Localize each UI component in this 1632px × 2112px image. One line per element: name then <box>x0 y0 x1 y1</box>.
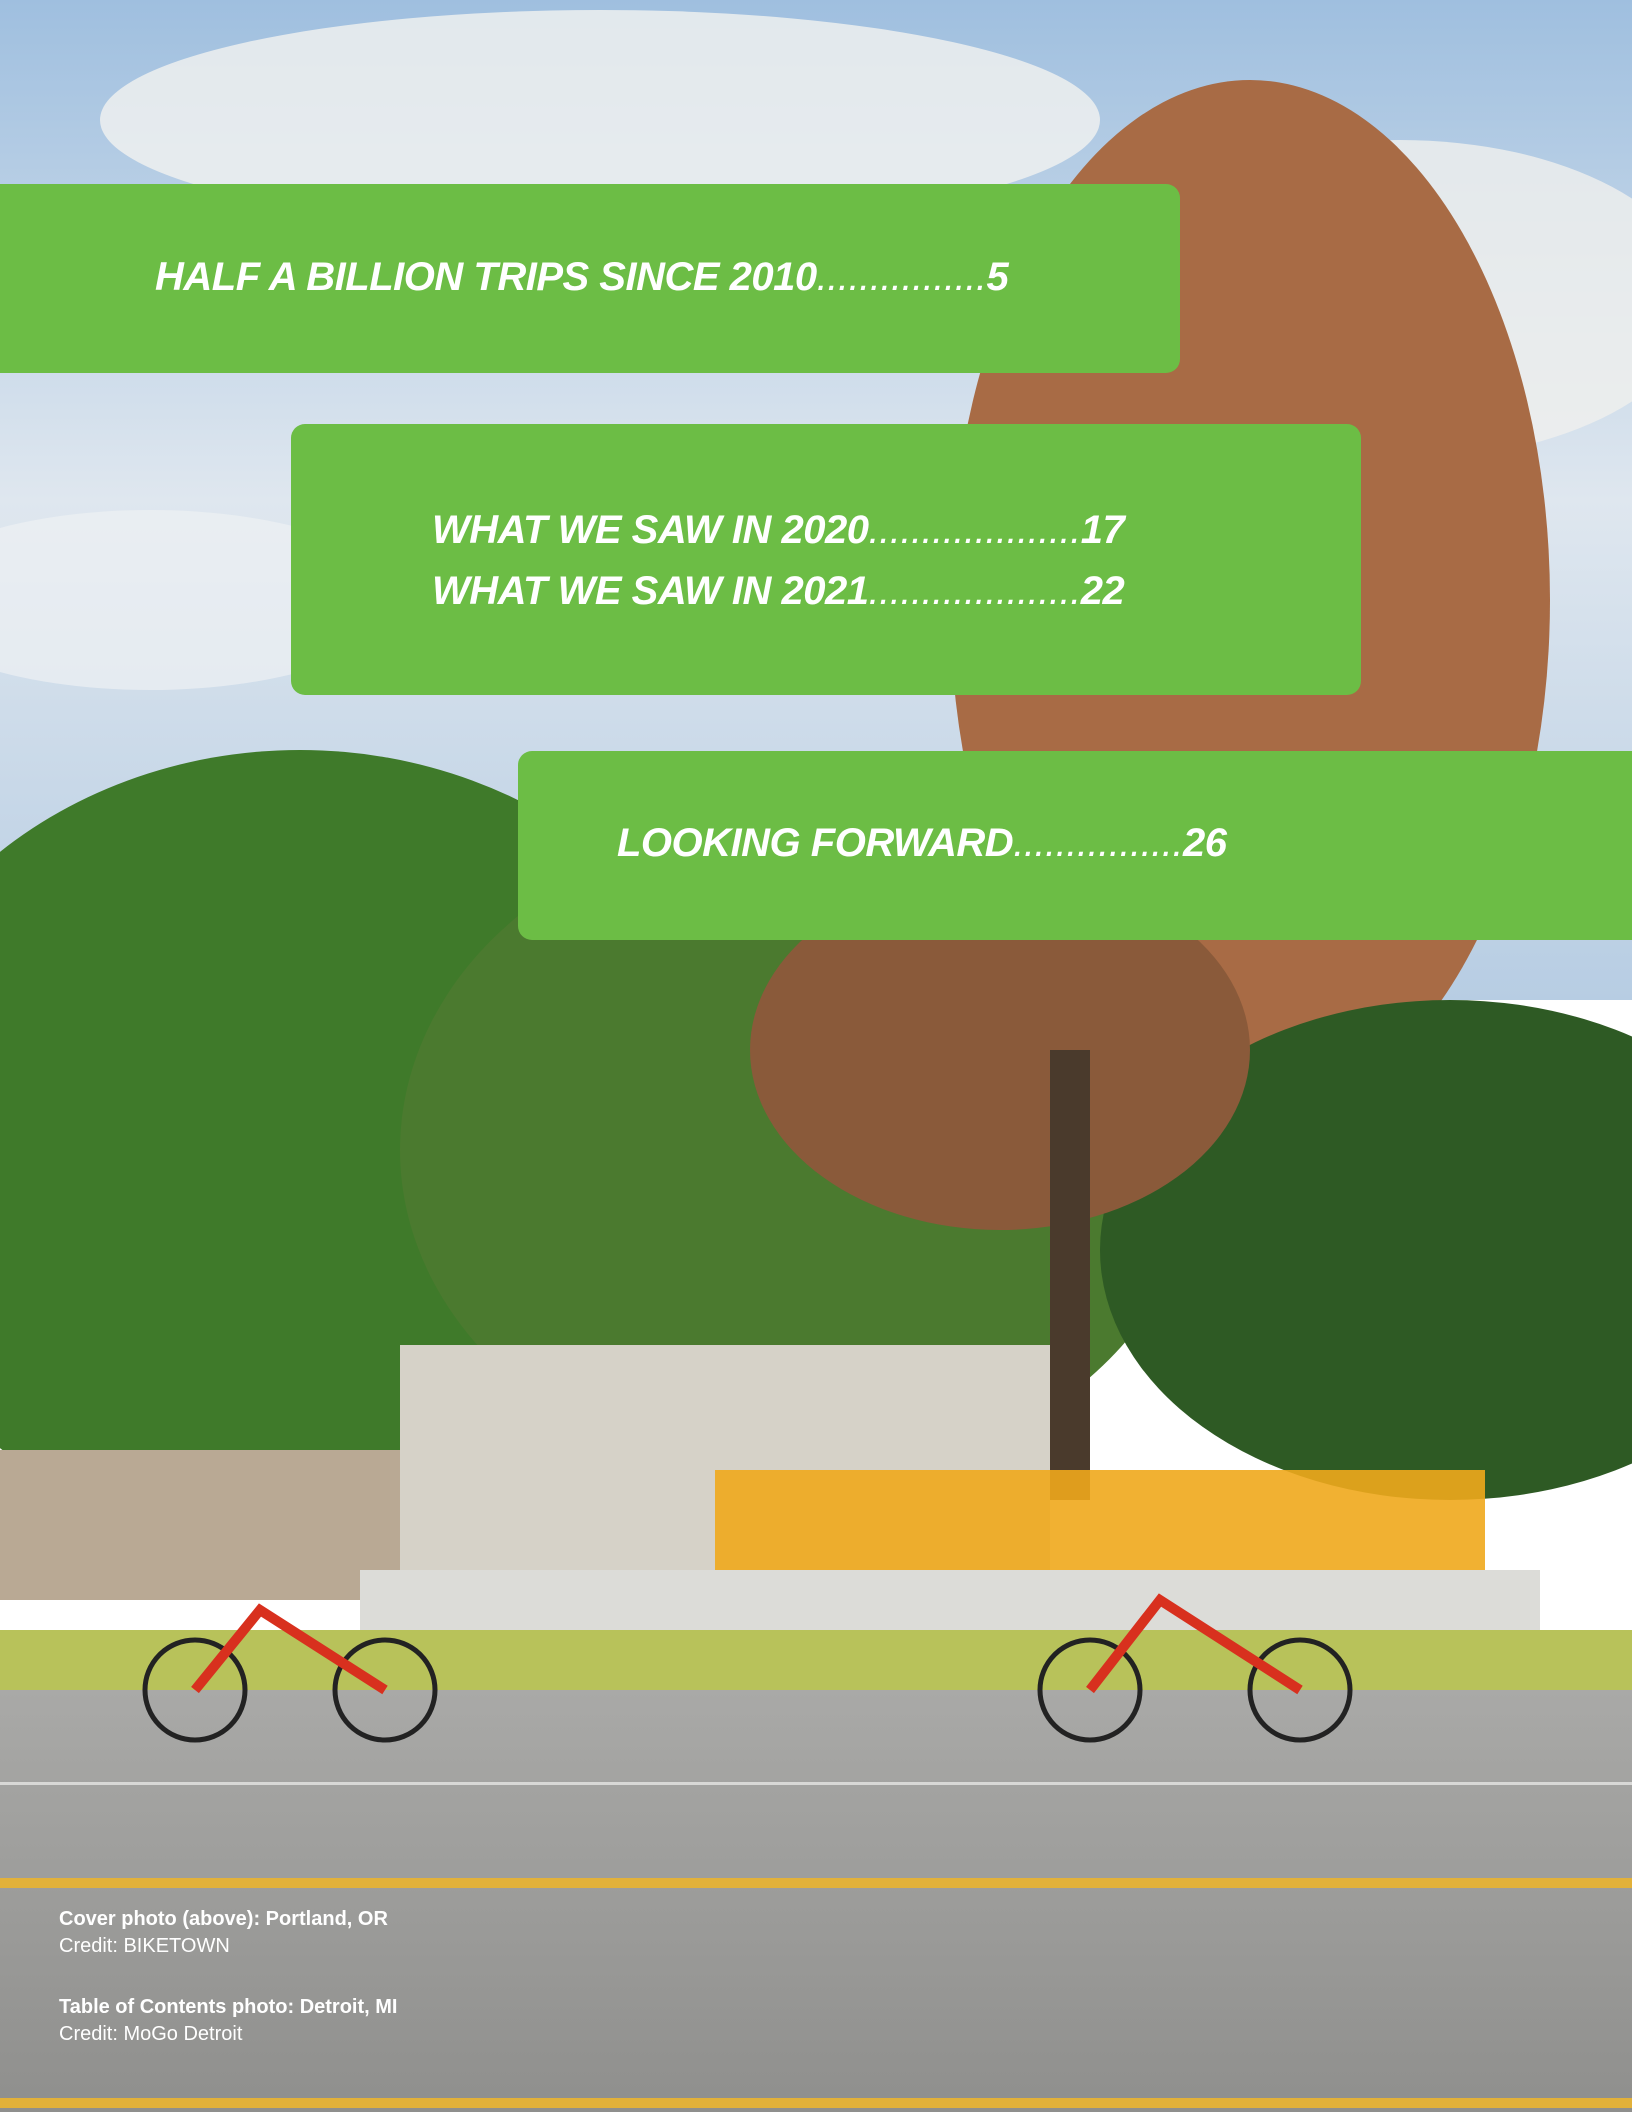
toc-title: WHAT WE SAW IN 2021 <box>432 569 869 613</box>
toc-entry[interactable]: WHAT WE SAW IN 2021....................2… <box>432 569 1125 614</box>
toc-leader: ................ <box>816 255 987 299</box>
toc-page: 26 <box>1183 821 1227 865</box>
photo-caption: Cover photo (above): Portland, OR <box>59 1908 388 1930</box>
toc-box <box>291 424 1361 695</box>
toc-entry[interactable]: LOOKING FORWARD................26 <box>617 821 1227 866</box>
toc-title: WHAT WE SAW IN 2020 <box>432 508 869 552</box>
photo-credit: Credit: BIKETOWN <box>59 1935 230 1957</box>
toc-leader: .................... <box>868 508 1081 552</box>
toc-leader: ................ <box>1013 821 1184 865</box>
toc-leader: .................... <box>868 569 1081 613</box>
toc-page: 22 <box>1080 569 1125 613</box>
toc-box <box>0 184 1180 373</box>
toc-title: HALF A BILLION TRIPS SINCE 2010 <box>155 255 817 299</box>
toc-title: LOOKING FORWARD <box>617 821 1014 865</box>
toc-page: 17 <box>1080 508 1125 552</box>
toc-entry[interactable]: WHAT WE SAW IN 2020....................1… <box>432 508 1125 553</box>
toc-box <box>518 751 1632 940</box>
toc-page: 5 <box>986 255 1009 299</box>
photo-caption: Table of Contents photo: Detroit, MI <box>59 1996 398 2018</box>
photo-credit: Credit: MoGo Detroit <box>59 2023 243 2045</box>
toc-entry[interactable]: HALF A BILLION TRIPS SINCE 2010.........… <box>155 255 1009 300</box>
